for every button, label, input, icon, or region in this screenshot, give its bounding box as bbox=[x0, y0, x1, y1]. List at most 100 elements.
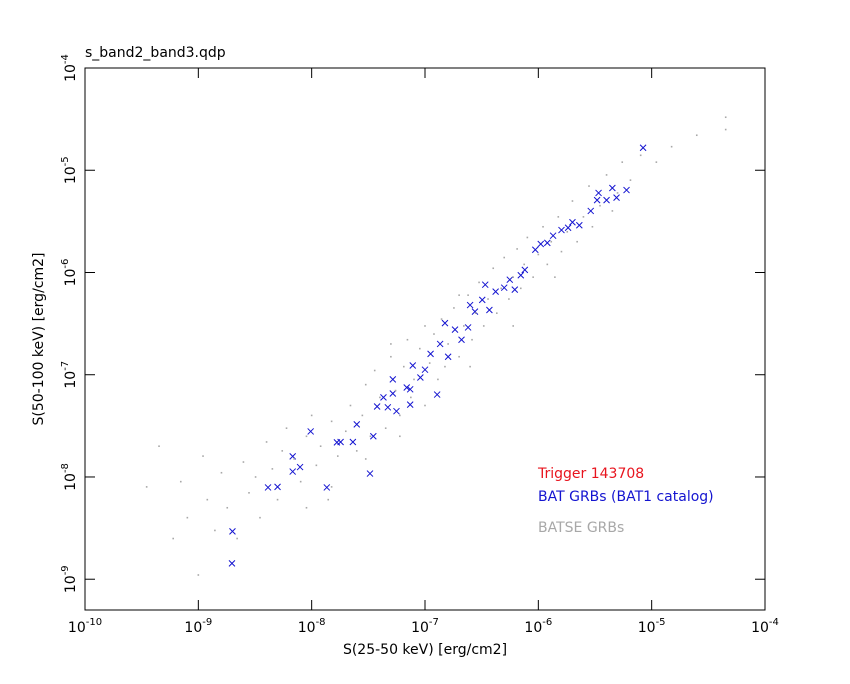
point bbox=[595, 189, 602, 197]
point bbox=[500, 284, 508, 292]
point bbox=[389, 390, 397, 397]
point bbox=[588, 185, 590, 187]
legend-label: BATSE GRBs bbox=[538, 520, 624, 536]
point bbox=[226, 506, 229, 509]
legend-label: Trigger 143708 bbox=[537, 466, 644, 482]
point bbox=[521, 266, 529, 274]
point bbox=[380, 394, 387, 401]
point bbox=[361, 414, 364, 417]
point bbox=[349, 438, 357, 446]
point bbox=[517, 271, 525, 279]
point bbox=[599, 204, 601, 207]
point bbox=[512, 325, 514, 327]
point bbox=[428, 362, 431, 364]
point bbox=[543, 239, 551, 247]
plot-frame bbox=[84, 67, 766, 611]
y-tick-label: 10-9 bbox=[60, 565, 79, 593]
point bbox=[248, 492, 250, 494]
point bbox=[315, 464, 318, 467]
point bbox=[206, 498, 209, 501]
point bbox=[337, 438, 344, 446]
point bbox=[228, 559, 236, 567]
point bbox=[389, 376, 397, 383]
point bbox=[724, 116, 727, 119]
x-tick-label: 10-4 bbox=[751, 617, 779, 636]
point bbox=[511, 286, 519, 293]
point bbox=[495, 312, 498, 314]
point bbox=[613, 194, 620, 201]
point bbox=[336, 455, 339, 457]
point bbox=[424, 325, 426, 327]
point bbox=[406, 338, 409, 341]
point bbox=[410, 396, 412, 399]
point bbox=[508, 298, 510, 300]
chart-title: s_band2_band3.qdp bbox=[85, 45, 226, 61]
point bbox=[537, 240, 545, 248]
point bbox=[307, 428, 315, 435]
point bbox=[526, 236, 529, 239]
point bbox=[399, 435, 401, 438]
point bbox=[427, 350, 434, 358]
point bbox=[621, 161, 624, 163]
y-tick-label: 10-6 bbox=[60, 259, 79, 287]
point bbox=[639, 154, 642, 157]
point bbox=[242, 461, 245, 463]
point bbox=[557, 216, 560, 218]
point bbox=[433, 391, 441, 398]
point bbox=[437, 378, 439, 381]
point bbox=[197, 574, 200, 576]
point bbox=[393, 407, 400, 415]
point bbox=[330, 420, 333, 423]
point bbox=[419, 347, 421, 350]
point bbox=[466, 301, 474, 309]
point bbox=[229, 527, 236, 535]
point bbox=[399, 414, 401, 417]
point bbox=[587, 207, 595, 215]
point bbox=[623, 186, 630, 194]
point bbox=[447, 343, 449, 345]
point bbox=[576, 240, 578, 243]
point bbox=[274, 483, 281, 491]
x-tick-label: 10-5 bbox=[638, 617, 666, 636]
point bbox=[611, 210, 614, 212]
point bbox=[670, 145, 673, 148]
point bbox=[482, 325, 485, 327]
x-tick-label: 10-9 bbox=[184, 617, 212, 636]
point bbox=[487, 298, 489, 300]
point bbox=[593, 196, 601, 204]
point bbox=[506, 276, 514, 284]
point bbox=[542, 225, 544, 228]
point bbox=[384, 403, 392, 411]
point bbox=[458, 355, 460, 358]
point bbox=[299, 480, 302, 483]
point bbox=[516, 248, 518, 250]
point bbox=[369, 435, 372, 438]
point bbox=[271, 468, 274, 470]
point bbox=[519, 287, 522, 290]
point bbox=[444, 353, 452, 361]
point bbox=[373, 369, 376, 372]
point bbox=[558, 226, 565, 234]
point bbox=[364, 383, 367, 386]
point bbox=[369, 432, 377, 440]
point bbox=[531, 246, 539, 254]
point bbox=[220, 471, 223, 474]
point bbox=[323, 484, 331, 491]
point bbox=[566, 231, 569, 233]
point bbox=[471, 308, 479, 316]
point bbox=[264, 484, 272, 491]
point bbox=[724, 128, 727, 131]
point bbox=[254, 476, 257, 478]
point bbox=[444, 365, 446, 368]
point bbox=[355, 450, 358, 452]
point bbox=[486, 306, 493, 314]
point bbox=[417, 374, 424, 381]
point bbox=[532, 276, 534, 278]
point bbox=[467, 294, 469, 296]
point bbox=[366, 470, 374, 477]
point bbox=[569, 218, 576, 226]
point bbox=[179, 480, 182, 483]
point bbox=[305, 435, 308, 438]
point bbox=[172, 537, 174, 540]
